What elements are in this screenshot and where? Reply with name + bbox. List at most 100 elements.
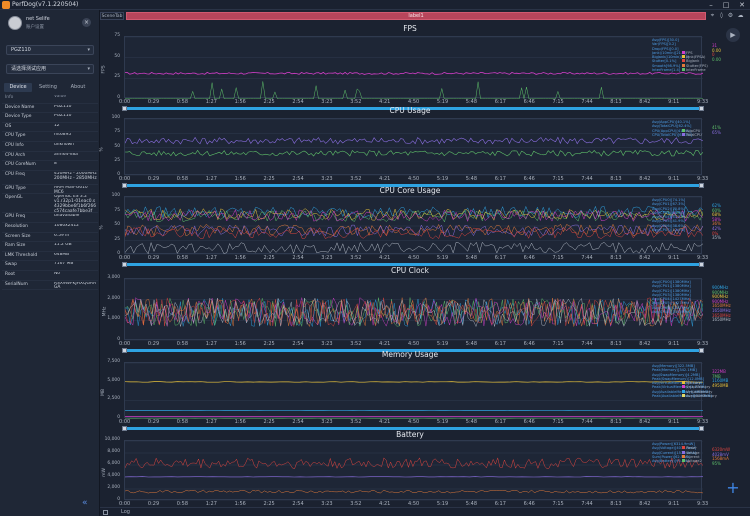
user-name[interactable]: net Selife (26, 16, 50, 22)
chart-plot-area[interactable] (124, 440, 703, 501)
chart-title: CPU Clock (390, 266, 429, 275)
avatar[interactable] (8, 16, 22, 30)
x-tick-label: 4:21 (379, 176, 391, 182)
tab-device[interactable]: Device (4, 83, 32, 92)
info-value: 7167 MB (54, 262, 74, 267)
chart-plot-area[interactable] (124, 118, 703, 176)
cloud-icon[interactable]: ☁ (737, 12, 744, 19)
legend-item[interactable]: Voltage2 (682, 459, 702, 463)
scroll-handle-end[interactable] (699, 262, 704, 267)
x-tick-label: 1:56 (234, 99, 246, 105)
current-values: 31 0.00 0 0.00 (712, 43, 721, 62)
device-select[interactable]: PGZ110 ▾ (6, 45, 94, 55)
add-chart-button[interactable]: + (726, 478, 740, 497)
x-tick-label: 7:44 (581, 176, 593, 182)
chart-stats: Avg(Memory)[322.5MB] Peak(Memory)[342.1MB… (652, 364, 712, 398)
chart-stats: Avg(CPU0)[74.1%] Avg(CPU1)[67.3%] Avg(CPU2… (652, 198, 685, 232)
info-key: OpenGL (5, 195, 23, 201)
marker-icon[interactable]: ◊ (720, 12, 723, 19)
info-value: Value (54, 95, 67, 99)
legend-item[interactable]: TotalCPU (682, 132, 702, 137)
chart-svg (125, 119, 703, 176)
label-bar[interactable]: label1 (126, 12, 706, 20)
chart-plot-area[interactable] (124, 196, 703, 255)
scroll-handle-end[interactable] (699, 106, 704, 111)
current-value: 900MHz (712, 285, 729, 290)
info-key: CPU Arch (5, 152, 26, 158)
x-tick-label: 4:50 (408, 501, 420, 507)
scroll-handle-start[interactable] (122, 426, 127, 431)
legend-swatch (682, 446, 685, 450)
y-tick-label: 100 (111, 115, 120, 120)
x-tick-label: 2:54 (292, 341, 304, 347)
legend-item[interactable]: InterFrame (682, 68, 708, 72)
scroll-handle-start[interactable] (122, 348, 127, 353)
current-value: 1650MHz (712, 312, 731, 318)
minimize-button[interactable]: – (709, 1, 713, 9)
scroll-handle-start[interactable] (122, 262, 127, 267)
chevron-down-icon: ▾ (87, 66, 90, 72)
legend-label: Jank(FPSΔ) (686, 55, 706, 60)
account-settings-link[interactable]: 账户设置 (26, 25, 44, 30)
time-range-scrollbar[interactable] (122, 262, 704, 267)
legend-item[interactable]: BigJank (682, 59, 708, 63)
x-tick-label: 2:25 (263, 255, 275, 261)
y-tick-label: 0 (117, 337, 120, 342)
time-range-scrollbar[interactable] (122, 348, 704, 353)
settings-icon[interactable]: ⚙ (727, 12, 734, 19)
legend-item[interactable]: VirtualMemory (682, 389, 717, 394)
stat-line: Avg(CPU7)[1502MHz] (652, 310, 691, 315)
maximize-button[interactable]: □ (722, 1, 730, 9)
x-tick-label: 0:00 (119, 176, 131, 182)
x-tick-label: 8:13 (610, 99, 622, 105)
log-checkbox[interactable] (103, 510, 108, 515)
stat-line: Avg(AvailableMemory)[4966MB] (652, 389, 710, 394)
x-tick-label: 3:23 (321, 419, 333, 425)
location-pin-icon[interactable]: ⌖ (710, 12, 715, 19)
chart-plot-area[interactable] (124, 36, 703, 99)
x-tick-label: 3:52 (350, 176, 362, 182)
info-row: Device Name PGZ110 (2, 104, 98, 114)
collapse-sidebar-icon[interactable]: « (82, 498, 88, 508)
scene-tab-button[interactable]: SceneTab (100, 12, 124, 20)
tab-about[interactable]: About (70, 84, 86, 90)
scroll-handle-end[interactable] (699, 183, 704, 188)
info-key: CPU Type (5, 133, 26, 139)
legend-item[interactable]: Voltage (682, 450, 702, 455)
legend-item[interactable]: SwapMemory (682, 385, 717, 389)
x-tick-label: 8:42 (639, 341, 651, 347)
stat-line: Avg(FPS)[30.0] (652, 38, 679, 42)
current-value: 0.00 (712, 56, 721, 62)
play-button[interactable]: ▶ (726, 28, 740, 42)
legend-item[interactable]: Power (682, 446, 702, 450)
time-range-scrollbar[interactable] (122, 106, 704, 111)
time-range-scrollbar[interactable] (122, 183, 704, 188)
legend-item[interactable]: Memory (682, 381, 717, 385)
legend-item[interactable]: Jank(FPSΔ) (682, 55, 708, 59)
chart-title: FPS (403, 24, 417, 33)
legend-item[interactable]: AppCPU (682, 128, 702, 133)
scroll-handle-end[interactable] (699, 426, 704, 431)
x-tick-label: 6:46 (523, 99, 535, 105)
scroll-handle-start[interactable] (122, 106, 127, 111)
legend-item[interactable]: Current (682, 454, 702, 459)
chart-plot-area[interactable] (124, 362, 703, 419)
legend-item[interactable]: AvailableMemory (682, 394, 717, 398)
legend-item[interactable]: Stutter(FPS) (682, 63, 708, 68)
x-tick-label: 1:56 (234, 176, 246, 182)
stat-line: Avg(Memory)[322.5MB] (652, 364, 695, 368)
tab-setting[interactable]: Setting (39, 84, 57, 90)
scroll-handle-end[interactable] (699, 348, 704, 353)
current-value: 65% (712, 129, 721, 135)
scroll-handle-start[interactable] (122, 183, 127, 188)
close-window-button[interactable]: ✕ (739, 1, 745, 9)
x-tick-label: 7:15 (552, 419, 564, 425)
info-key: Device Name (5, 104, 35, 110)
close-icon[interactable]: × (82, 18, 91, 27)
chart-stats: Avg(Power)[6314.9mW] Avg(Voltage)[4031.3m… (652, 442, 696, 463)
time-range-scrollbar[interactable] (122, 426, 704, 431)
app-select[interactable]: 请选择测试应用 ▾ (6, 64, 94, 74)
legend-label: TotalCPU (686, 132, 702, 137)
chart-plot-area[interactable] (124, 278, 703, 341)
legend-item[interactable]: FPS (682, 50, 708, 55)
